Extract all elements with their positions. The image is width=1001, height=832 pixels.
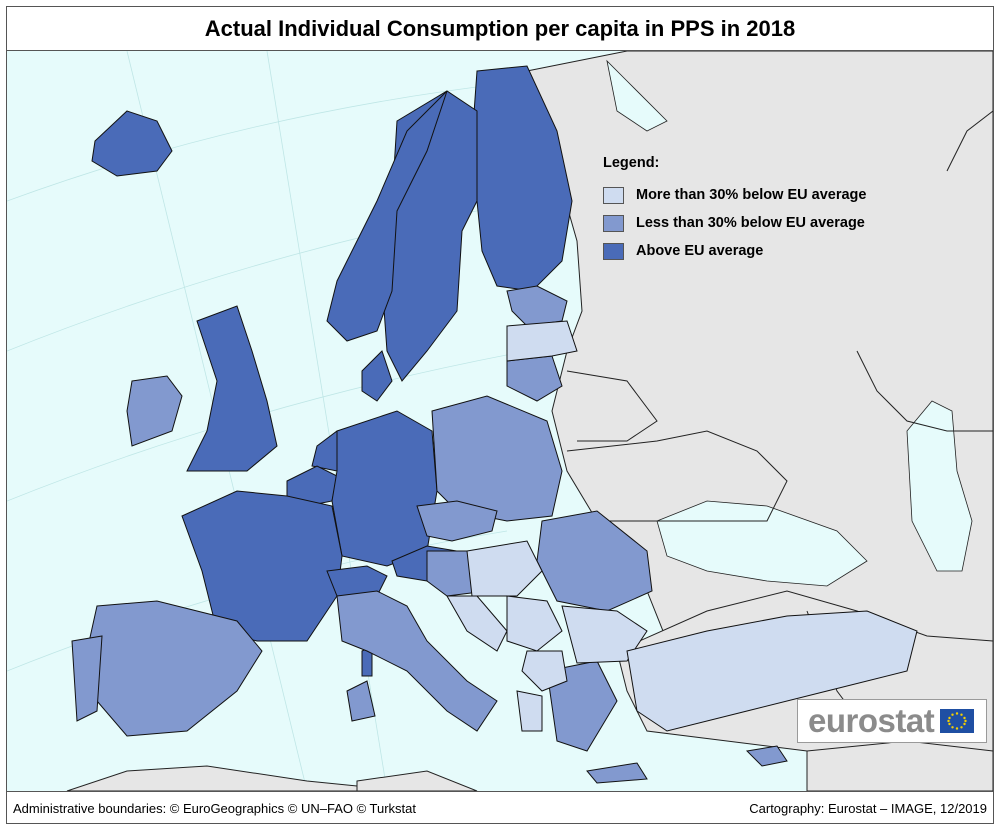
above-eu-average bbox=[91, 65, 573, 677]
legend: Legend: More than 30% below EU average L… bbox=[603, 155, 933, 265]
balkans bbox=[521, 650, 568, 692]
cyprus bbox=[745, 745, 788, 767]
sardinia bbox=[346, 680, 376, 722]
iceland bbox=[91, 110, 173, 177]
germany bbox=[331, 410, 438, 567]
norway bbox=[326, 90, 448, 342]
legend-label: Above EU average bbox=[636, 243, 764, 259]
caspian-sea bbox=[906, 400, 973, 572]
legend-label: More than 30% below EU average bbox=[636, 187, 867, 203]
white-sea bbox=[606, 59, 668, 132]
legend-item: Above EU average bbox=[603, 237, 933, 265]
legend-item: Less than 30% below EU average bbox=[603, 209, 933, 237]
legend-swatch-above-eu-average bbox=[603, 242, 624, 260]
ireland bbox=[126, 375, 183, 447]
czechia bbox=[416, 500, 498, 542]
switzerland bbox=[326, 565, 388, 597]
turkey bbox=[626, 610, 918, 732]
legend-item: More than 30% below EU average bbox=[603, 181, 933, 209]
latvia bbox=[506, 320, 578, 362]
legend-title: Legend: bbox=[603, 155, 660, 171]
bulgaria bbox=[561, 605, 648, 664]
less-than-30-below bbox=[71, 285, 788, 784]
crete bbox=[586, 762, 648, 784]
footer: Administrative boundaries: © EuroGeograp… bbox=[7, 791, 993, 823]
serbia-region bbox=[506, 595, 563, 652]
more-than-30-below bbox=[446, 320, 918, 732]
footer-cartography: Cartography: Eurostat – IMAGE, 12/2019 bbox=[749, 801, 987, 816]
map-title: Actual Individual Consumption per capita… bbox=[7, 7, 993, 51]
albania bbox=[516, 690, 543, 732]
legend-swatch-less-than-30-below bbox=[603, 214, 624, 232]
hungary bbox=[466, 540, 543, 597]
italy bbox=[336, 590, 498, 732]
eu-flag-icon bbox=[940, 709, 975, 733]
portugal bbox=[71, 635, 103, 722]
denmark bbox=[361, 350, 393, 402]
legend-swatch-more-than-30-below bbox=[603, 186, 624, 204]
logo-text: eurostat bbox=[808, 702, 935, 739]
black-sea bbox=[656, 500, 868, 587]
map-frame: Actual Individual Consumption per capita… bbox=[6, 6, 994, 824]
legend-label: Less than 30% below EU average bbox=[636, 215, 865, 231]
poland bbox=[431, 395, 563, 522]
croatia bbox=[446, 595, 508, 652]
footer-credits: Administrative boundaries: © EuroGeograp… bbox=[13, 801, 417, 816]
uk bbox=[186, 305, 278, 472]
eurostat-logo: eurostat bbox=[797, 699, 987, 743]
